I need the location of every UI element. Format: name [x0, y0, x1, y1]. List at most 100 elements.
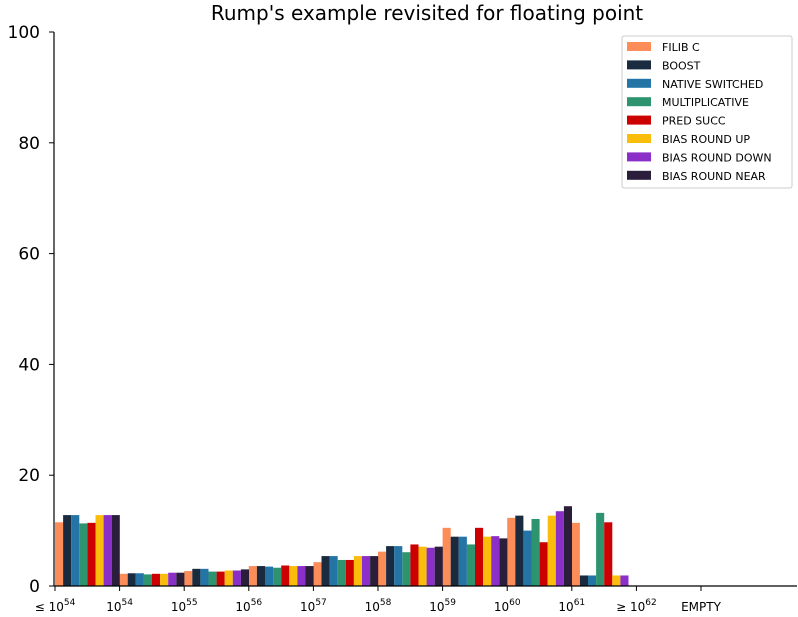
bar-bias-round-up	[483, 536, 492, 586]
bar-pred-succ	[475, 527, 484, 586]
legend-swatch	[627, 170, 651, 180]
legend-swatch	[627, 97, 651, 107]
bar-bias-round-down	[297, 566, 306, 586]
bar-bias-round-near	[176, 572, 185, 586]
bar-native-switched	[71, 515, 80, 586]
bar-filib-c	[184, 571, 193, 586]
bar-filib-c	[442, 527, 451, 586]
bar-bias-round-near	[305, 566, 314, 586]
y-tick-label: 40	[18, 355, 40, 375]
y-tick-label: 100	[8, 23, 40, 43]
legend-entry: PRED SUCC	[662, 115, 726, 128]
bar-native-switched	[523, 530, 532, 586]
y-axis: 0 20 40 60 80 100	[8, 23, 55, 597]
bar-bias-round-near	[499, 538, 508, 586]
x-tick-label: 1060	[494, 598, 521, 614]
bar-pred-succ	[345, 559, 354, 586]
bar-bias-round-down	[491, 536, 500, 586]
bar-multiplicative	[208, 571, 217, 586]
bar-bias-round-up	[547, 515, 556, 586]
x-tick-label: 1059	[429, 598, 456, 614]
bar-native-switched	[394, 546, 403, 586]
legend-swatch	[627, 78, 651, 88]
bar-bias-round-down	[103, 515, 112, 586]
bar-boost	[515, 515, 524, 586]
chart-title: Rump's example revisited for floating po…	[211, 1, 643, 25]
legend: FILIB C BOOST NATIVE SWITCHED MULTIPLICATIV…	[621, 35, 793, 189]
y-tick-label: 80	[18, 134, 40, 154]
bar-bias-round-near	[111, 515, 120, 586]
legend-entry: FILIB C	[662, 41, 700, 54]
bar-pred-succ	[152, 573, 161, 586]
bar-multiplicative	[143, 574, 152, 586]
bar-boost	[63, 515, 72, 586]
bar-boost	[450, 536, 459, 586]
bar-bias-round-down	[620, 575, 629, 586]
legend-box	[621, 35, 793, 189]
bar-filib-c	[119, 573, 128, 586]
bar-pred-succ	[410, 544, 419, 586]
bar-pred-succ	[281, 565, 290, 586]
x-tick-label: 1057	[300, 598, 327, 614]
bar-filib-c	[313, 562, 322, 586]
legend-swatch	[627, 152, 651, 162]
legend-swatch	[627, 115, 651, 125]
bar-multiplicative	[402, 552, 411, 586]
bar-bias-round-up	[612, 575, 621, 586]
bar-bias-round-down	[555, 511, 564, 586]
bar-bias-round-down	[168, 572, 177, 586]
bar-boost	[321, 556, 330, 586]
plot-area	[55, 506, 629, 586]
bar-multiplicative	[466, 544, 475, 586]
bar-boost	[192, 568, 201, 586]
bar-pred-succ	[539, 542, 548, 586]
bar-boost	[386, 546, 395, 586]
bar-bias-round-up	[224, 570, 233, 586]
bar-filib-c	[378, 551, 387, 586]
bar-bias-round-up	[95, 515, 104, 586]
x-tick-label: 1056	[235, 598, 262, 614]
bar-bias-round-up	[353, 556, 362, 586]
bar-pred-succ	[216, 571, 225, 586]
bar-boost	[256, 566, 265, 586]
bar-filib-c	[248, 566, 257, 586]
bar-native-switched	[265, 566, 274, 586]
bar-bias-round-down	[362, 556, 371, 586]
bar-native-switched	[329, 556, 338, 586]
bar-native-switched	[200, 568, 209, 586]
x-tick-label: ≤ 1054	[35, 598, 76, 614]
legend-entry: BOOST	[662, 59, 701, 72]
bar-multiplicative	[531, 518, 540, 586]
bar-bias-round-up	[289, 566, 298, 586]
legend-entry: MULTIPLICATIVE	[662, 96, 749, 109]
bar-bias-round-up	[418, 546, 427, 586]
legend-swatch	[627, 42, 651, 51]
y-tick-label: 60	[18, 245, 40, 265]
bar-bias-round-near	[434, 546, 443, 586]
legend-entry: NATIVE SWITCHED	[662, 78, 763, 91]
bar-filib-c	[507, 517, 516, 586]
bar-bias-round-down	[426, 547, 435, 586]
bar-multiplicative	[337, 559, 346, 586]
bar-bias-round-near	[563, 506, 572, 586]
y-tick-label: 0	[29, 577, 40, 597]
legend-entry: BIAS ROUND DOWN	[662, 151, 772, 164]
bar-bias-round-near	[370, 556, 379, 586]
bar-filib-c	[571, 522, 580, 586]
bar-multiplicative	[596, 512, 605, 586]
bar-pred-succ	[87, 522, 96, 586]
bar-boost	[579, 575, 588, 586]
bar-bias-round-up	[160, 573, 169, 586]
y-tick-label: 20	[18, 466, 40, 486]
legend-swatch	[627, 134, 651, 143]
bar-bias-round-near	[240, 569, 249, 586]
x-tick-label: 1055	[171, 598, 198, 614]
bar-native-switched	[458, 536, 467, 586]
bar-pred-succ	[604, 522, 613, 586]
bar-boost	[127, 573, 136, 586]
x-tick-label: ≥ 1062	[616, 598, 657, 614]
x-tick-label: 1054	[106, 598, 133, 614]
x-axis: ≤ 1054 1054 1055 1056 1057 1058 1059 1060 1061 ≥ …	[35, 585, 797, 614]
bar-filib-c	[55, 522, 64, 586]
